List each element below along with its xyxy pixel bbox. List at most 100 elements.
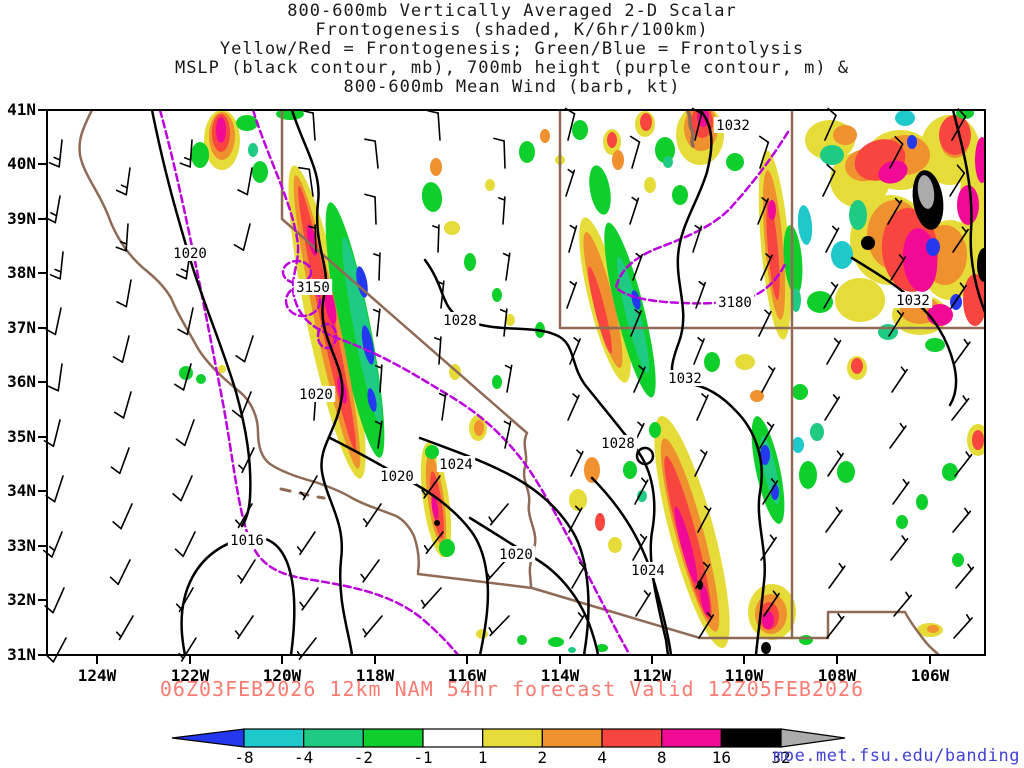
barb-tick bbox=[629, 135, 641, 143]
mslp-contour-label: 1020 bbox=[499, 547, 533, 563]
colorbar-left-arrow bbox=[171, 728, 245, 748]
shade-blob-magenta bbox=[323, 285, 337, 325]
mslp-contour-label: 1016 bbox=[230, 533, 264, 549]
wind-barb bbox=[953, 338, 971, 365]
barb-staff bbox=[505, 252, 511, 281]
mslp-contour-label: 1020 bbox=[380, 469, 414, 485]
lon-tick-label: 112W bbox=[633, 666, 672, 685]
mslp-contour-1020-socal bbox=[328, 436, 490, 654]
barb-staff bbox=[762, 480, 779, 505]
barb-staff bbox=[489, 615, 510, 637]
wind-barb bbox=[364, 193, 377, 225]
height-contour-label: 3180 bbox=[718, 295, 752, 311]
wind-barb bbox=[697, 505, 712, 533]
barb-tick bbox=[423, 544, 430, 552]
barb-staff bbox=[52, 419, 61, 447]
height-contour-3150-loop bbox=[316, 322, 338, 350]
barb-staff bbox=[568, 225, 578, 253]
contour-label-box bbox=[713, 117, 753, 133]
plot-title: 800-600mb Vertically Averaged 2-D Scalar… bbox=[0, 2, 1024, 97]
barb-tick bbox=[769, 534, 776, 541]
wind-barb bbox=[113, 391, 132, 419]
title-line-2: Frontogenesis (shaded, K/6hr/100km) bbox=[315, 20, 709, 40]
barb-tick bbox=[115, 246, 127, 252]
wind-barb bbox=[504, 364, 513, 393]
barb-tick bbox=[434, 337, 442, 341]
shade-blob-magenta bbox=[768, 200, 776, 220]
wind-barb bbox=[498, 196, 506, 225]
barb-tick bbox=[362, 518, 369, 525]
contour-label-box bbox=[665, 370, 705, 386]
mslp-contour-1032-co bbox=[850, 256, 958, 407]
barb-tick bbox=[898, 254, 905, 261]
wind-barb bbox=[698, 612, 715, 639]
wind-barb bbox=[955, 563, 975, 589]
great-salt-lake bbox=[686, 111, 695, 148]
barb-tick bbox=[967, 563, 973, 571]
barb-staff bbox=[890, 256, 907, 281]
barb-staff bbox=[125, 279, 132, 308]
barb-staff bbox=[298, 637, 317, 661]
barb-staff bbox=[760, 254, 773, 281]
wind-barb bbox=[420, 587, 442, 609]
barb-staff bbox=[57, 363, 63, 392]
shade-blob-orange bbox=[833, 125, 857, 145]
wind-barb bbox=[887, 197, 903, 225]
wind-barb bbox=[693, 337, 705, 365]
barb-tick bbox=[896, 310, 903, 317]
wind-barb bbox=[825, 506, 843, 533]
barb-staff bbox=[629, 197, 640, 225]
barb-tick bbox=[44, 605, 54, 614]
wind-barb bbox=[174, 531, 196, 558]
barb-staff bbox=[763, 592, 780, 617]
colorbar-tick-label: -8 bbox=[234, 748, 253, 767]
wind-barb bbox=[893, 591, 913, 617]
colorbar: -8 -4 -2 -1 1 2 4 8 16 32 bbox=[171, 728, 846, 767]
barb-tick bbox=[838, 562, 844, 570]
shade-blob-yellow bbox=[644, 177, 656, 193]
barb-staff bbox=[694, 450, 708, 477]
barb-tick bbox=[702, 561, 709, 569]
colorbar-segment-white bbox=[422, 728, 484, 748]
barb-staff bbox=[362, 559, 380, 583]
barb-staff bbox=[570, 450, 584, 477]
shade-blob-green bbox=[589, 165, 611, 215]
wind-barb bbox=[234, 503, 253, 529]
barb-staff bbox=[125, 223, 129, 252]
shade-blob-spring_green bbox=[568, 647, 576, 653]
shade-blob-blue bbox=[631, 290, 641, 310]
barb-tick bbox=[172, 493, 182, 502]
barb-staff bbox=[121, 335, 130, 363]
colorbar-tick-label: 4 bbox=[597, 748, 607, 767]
barb-tick bbox=[765, 253, 772, 259]
barb-staff bbox=[698, 614, 715, 639]
barb-staff bbox=[299, 531, 316, 556]
barb-tick bbox=[638, 365, 645, 371]
barb-tick bbox=[420, 599, 426, 607]
barb-staff bbox=[569, 614, 586, 639]
wind-barb bbox=[110, 447, 130, 475]
barb-staff bbox=[237, 615, 254, 640]
barb-tick bbox=[641, 477, 648, 484]
wind-barb bbox=[503, 420, 512, 449]
barb-staff bbox=[58, 139, 63, 168]
wind-barb bbox=[568, 224, 578, 253]
shade-blob-red bbox=[607, 132, 617, 148]
barb-staff bbox=[892, 481, 910, 505]
wind-barb bbox=[629, 196, 640, 225]
shade-blob-green bbox=[439, 539, 455, 557]
barb-staff bbox=[301, 587, 319, 611]
title-line-3: Yellow/Red = Frontogenesis; Green/Blue =… bbox=[219, 39, 805, 59]
barb-staff bbox=[826, 339, 842, 365]
shade-blob-red bbox=[963, 274, 984, 326]
barb-tick bbox=[375, 365, 383, 369]
barb-tick bbox=[964, 507, 970, 515]
barb-staff bbox=[950, 284, 967, 309]
barb-tick bbox=[963, 338, 969, 346]
barb-tick bbox=[701, 393, 708, 399]
site-link[interactable]: moe.met.fsu.edu/banding bbox=[773, 746, 1020, 766]
barb-staff bbox=[51, 531, 63, 558]
shade-blob-gray bbox=[917, 175, 935, 209]
barb-staff bbox=[632, 253, 644, 281]
